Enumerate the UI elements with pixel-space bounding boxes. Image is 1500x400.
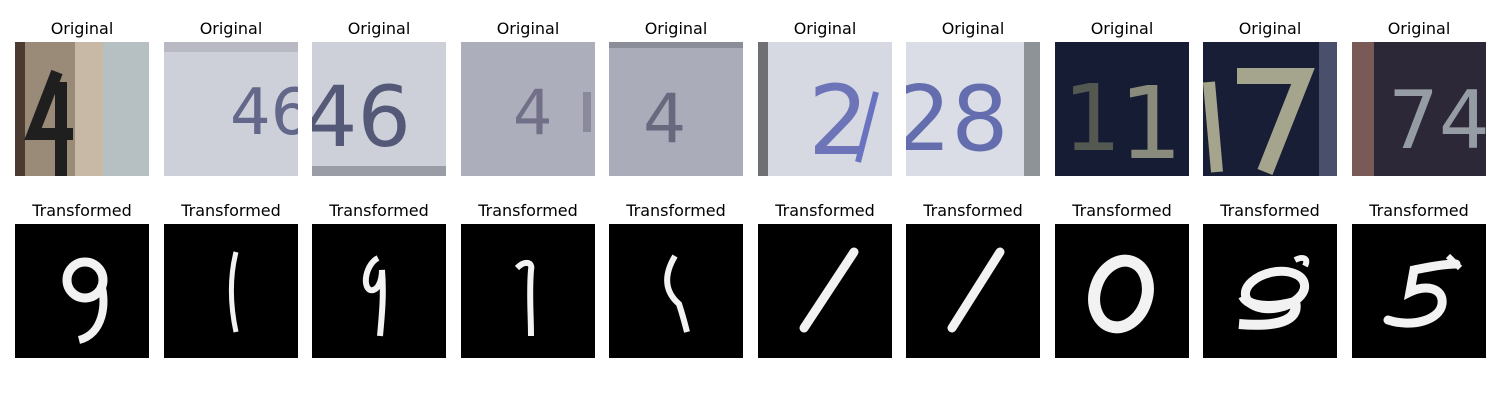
- original-panel: Original 4: [461, 18, 595, 178]
- original-panel: Original 2: [758, 18, 892, 178]
- original-image: 1 1: [1055, 42, 1189, 176]
- original-image: 4: [609, 42, 743, 176]
- panel-title: Transformed: [775, 201, 875, 220]
- panel-title: Transformed: [181, 201, 281, 220]
- panel-title: Original: [199, 19, 263, 38]
- transformed-panel: Transformed: [609, 200, 743, 360]
- panel-title: Original: [50, 19, 114, 38]
- svhn-digit-image: 466: [164, 42, 298, 176]
- mnist-digit-image: [609, 224, 743, 358]
- svhn-digit-image: 4: [461, 42, 595, 176]
- transformed-image: [461, 224, 595, 358]
- panel-title: Original: [1090, 19, 1154, 38]
- original-image: 74: [1352, 42, 1486, 176]
- panel-title: Transformed: [923, 201, 1023, 220]
- panel-title: Transformed: [1072, 201, 1172, 220]
- transformed-panel: Transformed: [1352, 200, 1486, 360]
- svhn-digit-image: [15, 42, 149, 176]
- svg-text:74: 74: [1388, 74, 1486, 167]
- mnist-digit-image: [461, 224, 595, 358]
- original-panel: Original 466: [164, 18, 298, 178]
- mnist-digit-image: [164, 224, 298, 358]
- transformed-panel: Transformed: [312, 200, 446, 360]
- transformed-row: Transformed Transformed Transformed: [0, 200, 1500, 360]
- original-image: 4: [461, 42, 595, 176]
- mnist-digit-image: [1203, 224, 1337, 358]
- original-image: 28: [906, 42, 1040, 176]
- original-image: [1203, 42, 1337, 176]
- original-row: Original Original 466: [0, 18, 1500, 178]
- svg-text:466: 466: [230, 76, 298, 150]
- svhn-digit-image: [1203, 42, 1337, 176]
- panel-title: Original: [941, 19, 1005, 38]
- original-image: [15, 42, 149, 176]
- original-image: 46: [312, 42, 446, 176]
- transformed-image: [1352, 224, 1486, 358]
- mnist-digit-image: [312, 224, 446, 358]
- original-image: 2: [758, 42, 892, 176]
- transformed-panel: Transformed: [1055, 200, 1189, 360]
- transformed-image: [1203, 224, 1337, 358]
- svhn-digit-image: 1 1: [1055, 42, 1189, 176]
- transformed-panel: Transformed: [15, 200, 149, 360]
- transformed-image: [1055, 224, 1189, 358]
- original-panel: Original 1 1: [1055, 18, 1189, 178]
- svhn-digit-image: 46: [312, 42, 446, 176]
- transformed-image: [906, 224, 1040, 358]
- panel-title: Transformed: [1369, 201, 1469, 220]
- original-panel: Original 74: [1352, 18, 1486, 178]
- mnist-digit-image: [1055, 224, 1189, 358]
- svg-text:46: 46: [312, 68, 411, 166]
- transformed-image: [164, 224, 298, 358]
- svhn-digit-image: 2: [758, 42, 892, 176]
- panel-title: Original: [496, 19, 560, 38]
- panel-title: Original: [644, 19, 708, 38]
- panel-title: Original: [1387, 19, 1451, 38]
- original-panel: Original: [15, 18, 149, 178]
- transformed-image: [609, 224, 743, 358]
- transformed-panel: Transformed: [1203, 200, 1337, 360]
- transformed-panel: Transformed: [758, 200, 892, 360]
- panel-title: Transformed: [626, 201, 726, 220]
- panel-title: Transformed: [32, 201, 132, 220]
- svhn-digit-image: 74: [1352, 42, 1486, 176]
- mnist-digit-image: [906, 224, 1040, 358]
- original-image: 466: [164, 42, 298, 176]
- svg-text:1: 1: [1119, 65, 1183, 176]
- panel-title: Transformed: [1220, 201, 1320, 220]
- panel-title: Original: [347, 19, 411, 38]
- transformed-panel: Transformed: [461, 200, 595, 360]
- mnist-digit-image: [1352, 224, 1486, 358]
- svg-text:28: 28: [906, 67, 1009, 172]
- mnist-digit-image: [758, 224, 892, 358]
- transformed-image: [15, 224, 149, 358]
- svg-text:1: 1: [1063, 65, 1122, 172]
- svhn-digit-image: 4: [609, 42, 743, 176]
- original-panel: Original 4: [609, 18, 743, 178]
- panel-title: Transformed: [478, 201, 578, 220]
- svg-text:4: 4: [513, 76, 552, 149]
- original-panel: Original 46: [312, 18, 446, 178]
- svhn-digit-image: 28: [906, 42, 1040, 176]
- panel-title: Transformed: [329, 201, 429, 220]
- original-panel: Original: [1203, 18, 1337, 178]
- transformed-image: [758, 224, 892, 358]
- panel-title: Original: [793, 19, 857, 38]
- original-panel: Original 28: [906, 18, 1040, 178]
- transformed-panel: Transformed: [906, 200, 1040, 360]
- panel-title: Original: [1238, 19, 1302, 38]
- svg-text:4: 4: [643, 80, 686, 159]
- transformed-image: [312, 224, 446, 358]
- transformed-panel: Transformed: [164, 200, 298, 360]
- mnist-digit-image: [15, 224, 149, 358]
